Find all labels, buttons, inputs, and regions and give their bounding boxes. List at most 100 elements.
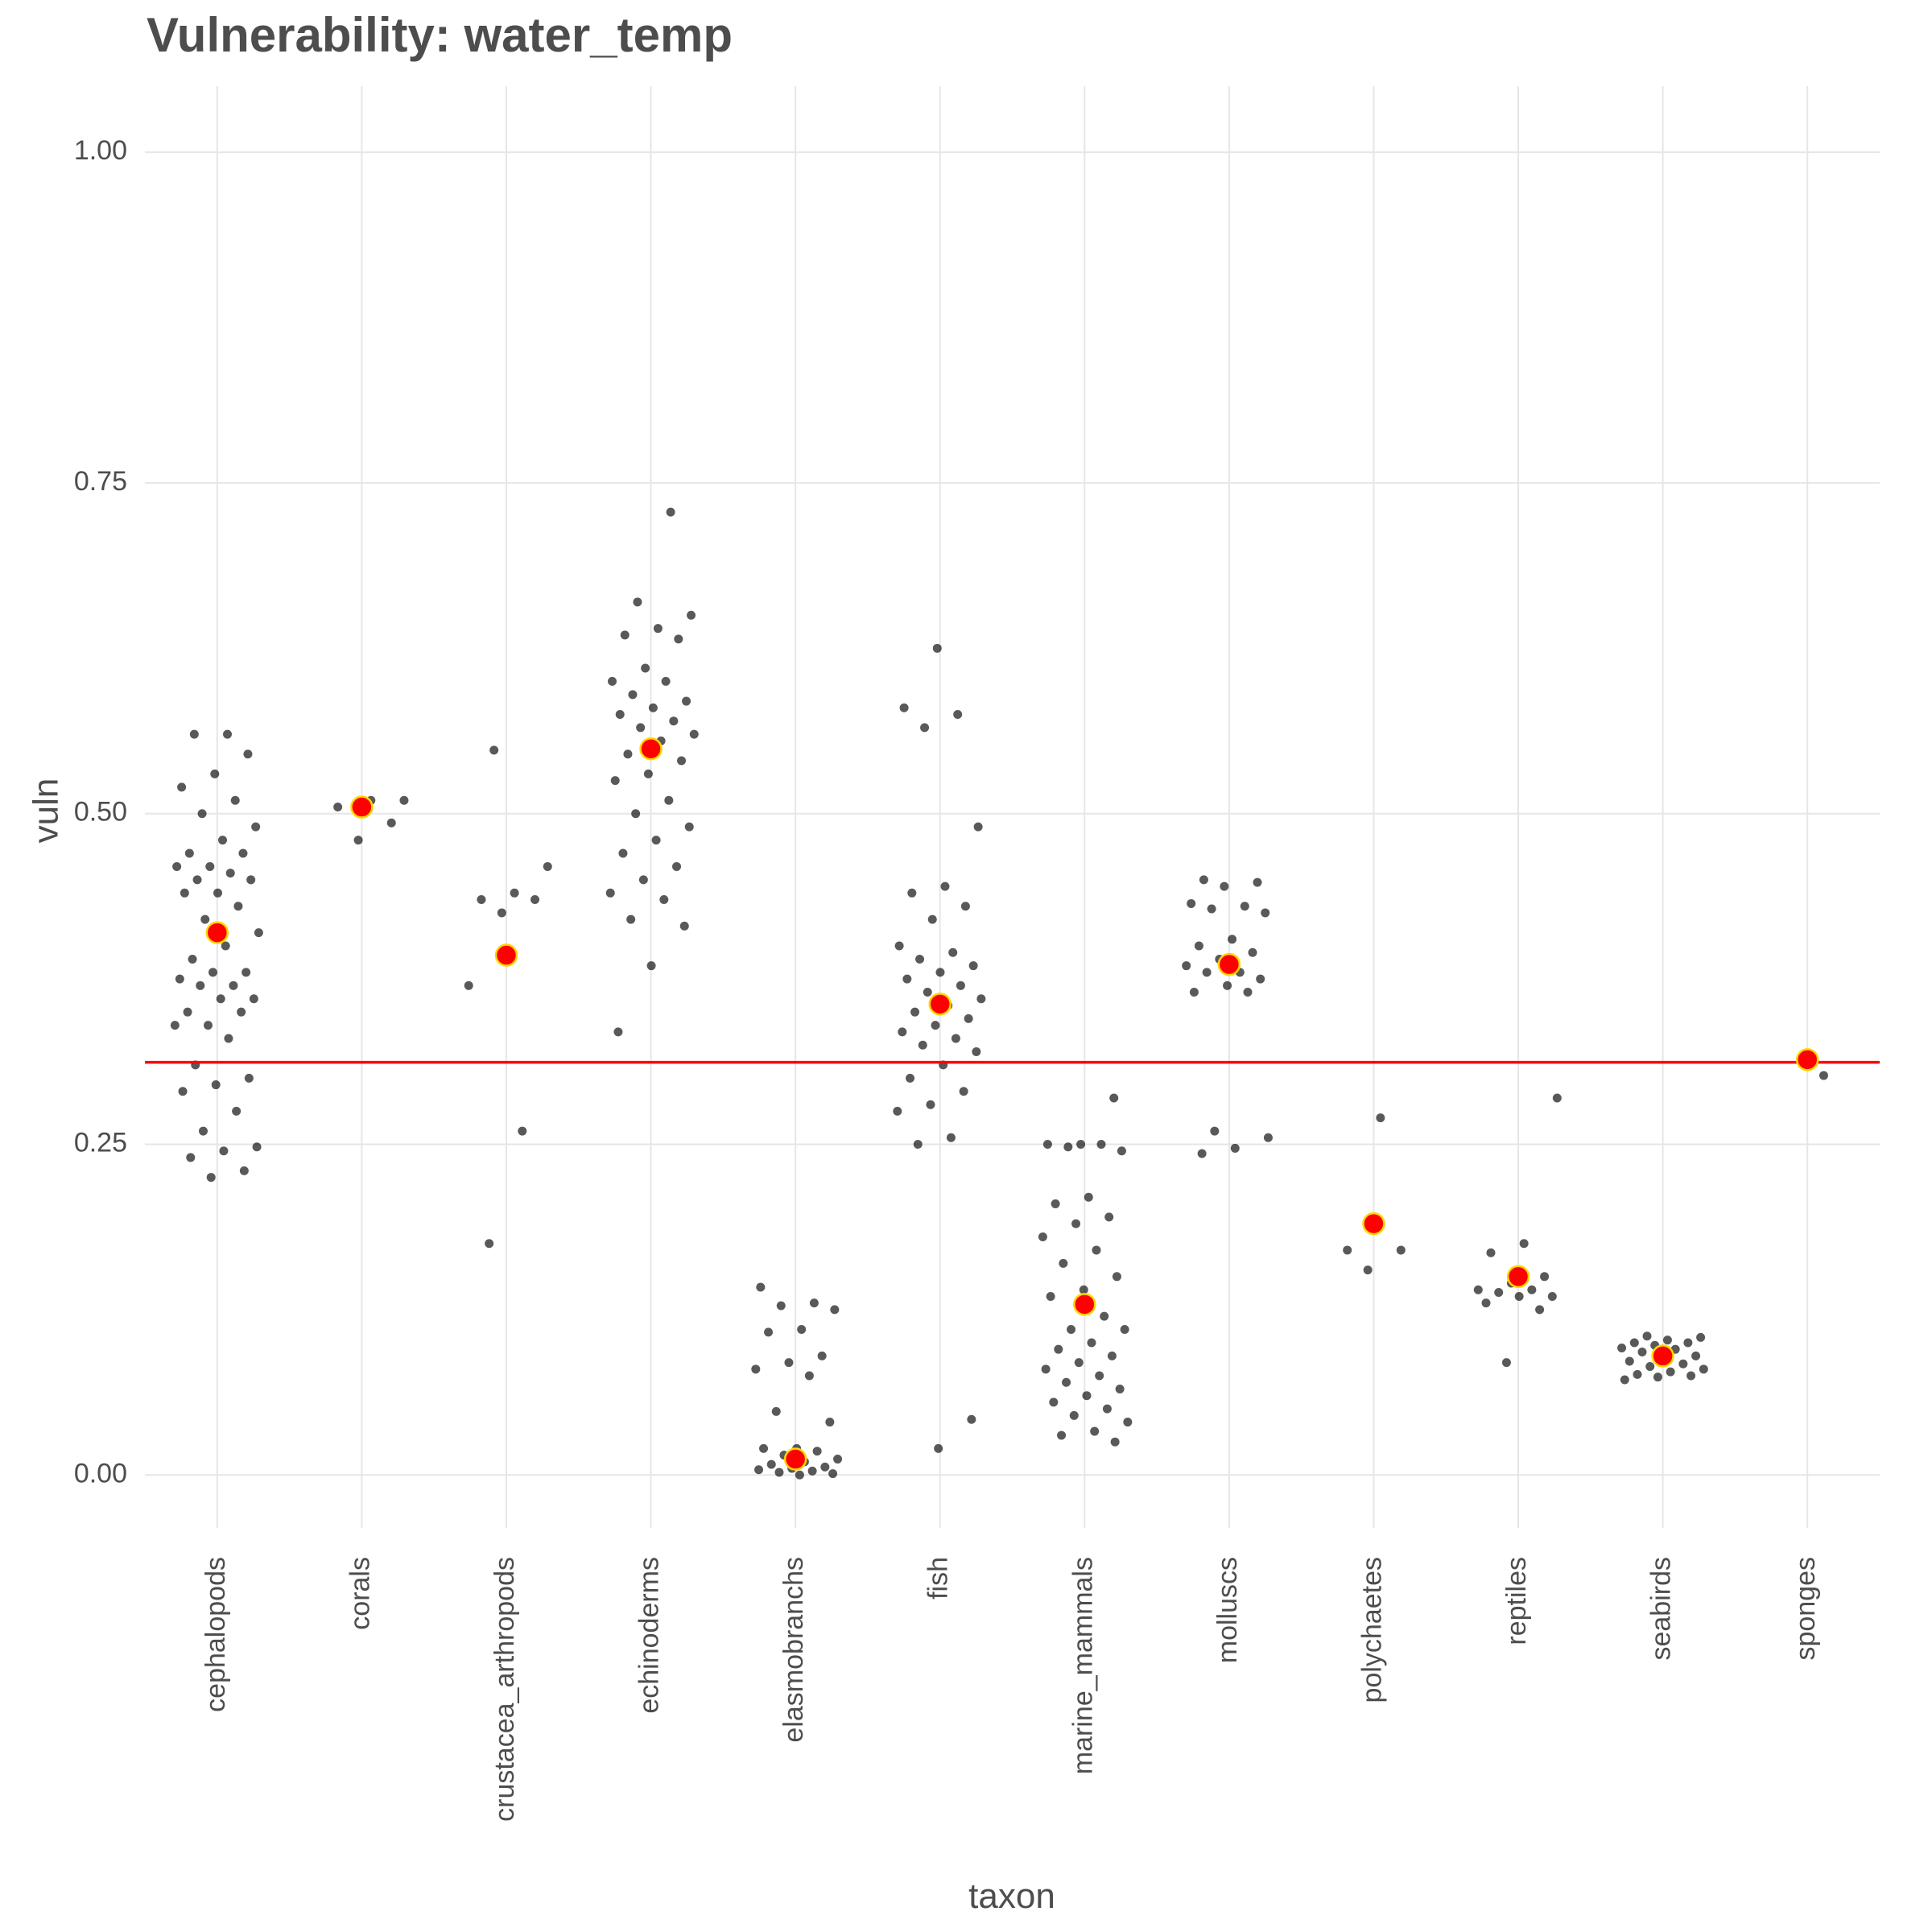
point xyxy=(1253,877,1262,887)
point xyxy=(1046,1291,1055,1301)
point xyxy=(918,1040,927,1050)
point xyxy=(951,1034,960,1043)
point xyxy=(238,848,248,858)
point xyxy=(1120,1325,1129,1335)
point xyxy=(1678,1359,1688,1368)
point xyxy=(960,902,970,911)
point xyxy=(186,1153,196,1162)
point xyxy=(913,1139,923,1149)
point xyxy=(225,869,235,878)
point xyxy=(754,1465,764,1475)
x-tick-label: polychaetes xyxy=(1356,1557,1387,1703)
point xyxy=(1092,1245,1101,1255)
point xyxy=(464,980,473,990)
point xyxy=(643,769,653,778)
x-tick-label: fish xyxy=(923,1557,954,1600)
mean-point xyxy=(1506,1265,1530,1289)
point xyxy=(1117,1146,1126,1156)
point xyxy=(784,1358,794,1368)
point xyxy=(1202,968,1212,977)
point xyxy=(820,1462,830,1472)
point xyxy=(795,1470,804,1480)
point xyxy=(1076,1139,1086,1149)
point xyxy=(1062,1377,1071,1387)
point xyxy=(1187,898,1196,908)
point xyxy=(1624,1356,1634,1366)
point xyxy=(618,848,628,858)
point xyxy=(641,663,650,673)
y-tick-label: 0.25 xyxy=(74,1127,127,1158)
point xyxy=(1261,908,1270,918)
point xyxy=(239,1166,249,1175)
point xyxy=(218,836,228,845)
point xyxy=(1096,1139,1106,1149)
point xyxy=(252,1142,262,1152)
point xyxy=(1263,1133,1273,1142)
point xyxy=(353,836,363,845)
point xyxy=(1818,1071,1828,1080)
point xyxy=(932,643,942,653)
x-axis-label: taxon xyxy=(968,1876,1055,1916)
point xyxy=(230,795,240,805)
point xyxy=(1051,1199,1060,1208)
point xyxy=(197,809,207,819)
point xyxy=(200,914,210,924)
point xyxy=(902,974,912,984)
point xyxy=(213,888,223,898)
point xyxy=(972,1046,981,1056)
point xyxy=(605,888,615,898)
point xyxy=(1104,1212,1114,1222)
point xyxy=(530,895,540,905)
mean-point xyxy=(1795,1048,1819,1071)
point xyxy=(1038,1232,1047,1242)
point xyxy=(244,1073,254,1083)
point xyxy=(189,729,199,739)
point xyxy=(620,630,630,640)
point xyxy=(219,1146,229,1156)
point xyxy=(1256,974,1265,984)
y-axis-label: vuln xyxy=(27,778,66,844)
point xyxy=(948,947,958,957)
point xyxy=(1514,1291,1524,1301)
point xyxy=(196,980,205,990)
point xyxy=(477,895,486,905)
point xyxy=(931,1021,940,1030)
point xyxy=(232,1106,242,1116)
point xyxy=(664,795,674,805)
mean-point xyxy=(1651,1344,1674,1368)
mean-point xyxy=(1362,1212,1385,1236)
point xyxy=(631,809,641,819)
point xyxy=(899,703,909,712)
point xyxy=(638,875,648,885)
point xyxy=(210,769,220,778)
point xyxy=(893,1106,902,1116)
point xyxy=(216,994,225,1004)
mean-point xyxy=(350,795,374,819)
point xyxy=(682,696,691,706)
x-tick-label: seabirds xyxy=(1646,1557,1677,1661)
point xyxy=(1248,947,1257,957)
point xyxy=(1240,902,1249,911)
point xyxy=(1042,1139,1052,1149)
mean-point xyxy=(928,993,952,1016)
point xyxy=(973,822,983,832)
point xyxy=(910,1007,920,1017)
point xyxy=(953,709,963,719)
point xyxy=(774,1468,784,1477)
point xyxy=(759,1443,769,1453)
point xyxy=(920,723,930,733)
point xyxy=(1110,1437,1120,1447)
mean-point xyxy=(1217,952,1241,976)
point xyxy=(1691,1351,1701,1360)
point xyxy=(1084,1192,1093,1202)
point xyxy=(233,902,243,911)
point xyxy=(224,1034,233,1043)
point xyxy=(518,1126,527,1136)
point xyxy=(677,756,687,766)
point xyxy=(1666,1367,1675,1377)
point xyxy=(812,1447,822,1456)
x-tick-label: reptiles xyxy=(1501,1557,1532,1645)
point xyxy=(934,1443,943,1453)
chart-title: Vulnerability: water_temp xyxy=(147,8,733,62)
point xyxy=(1620,1375,1629,1385)
